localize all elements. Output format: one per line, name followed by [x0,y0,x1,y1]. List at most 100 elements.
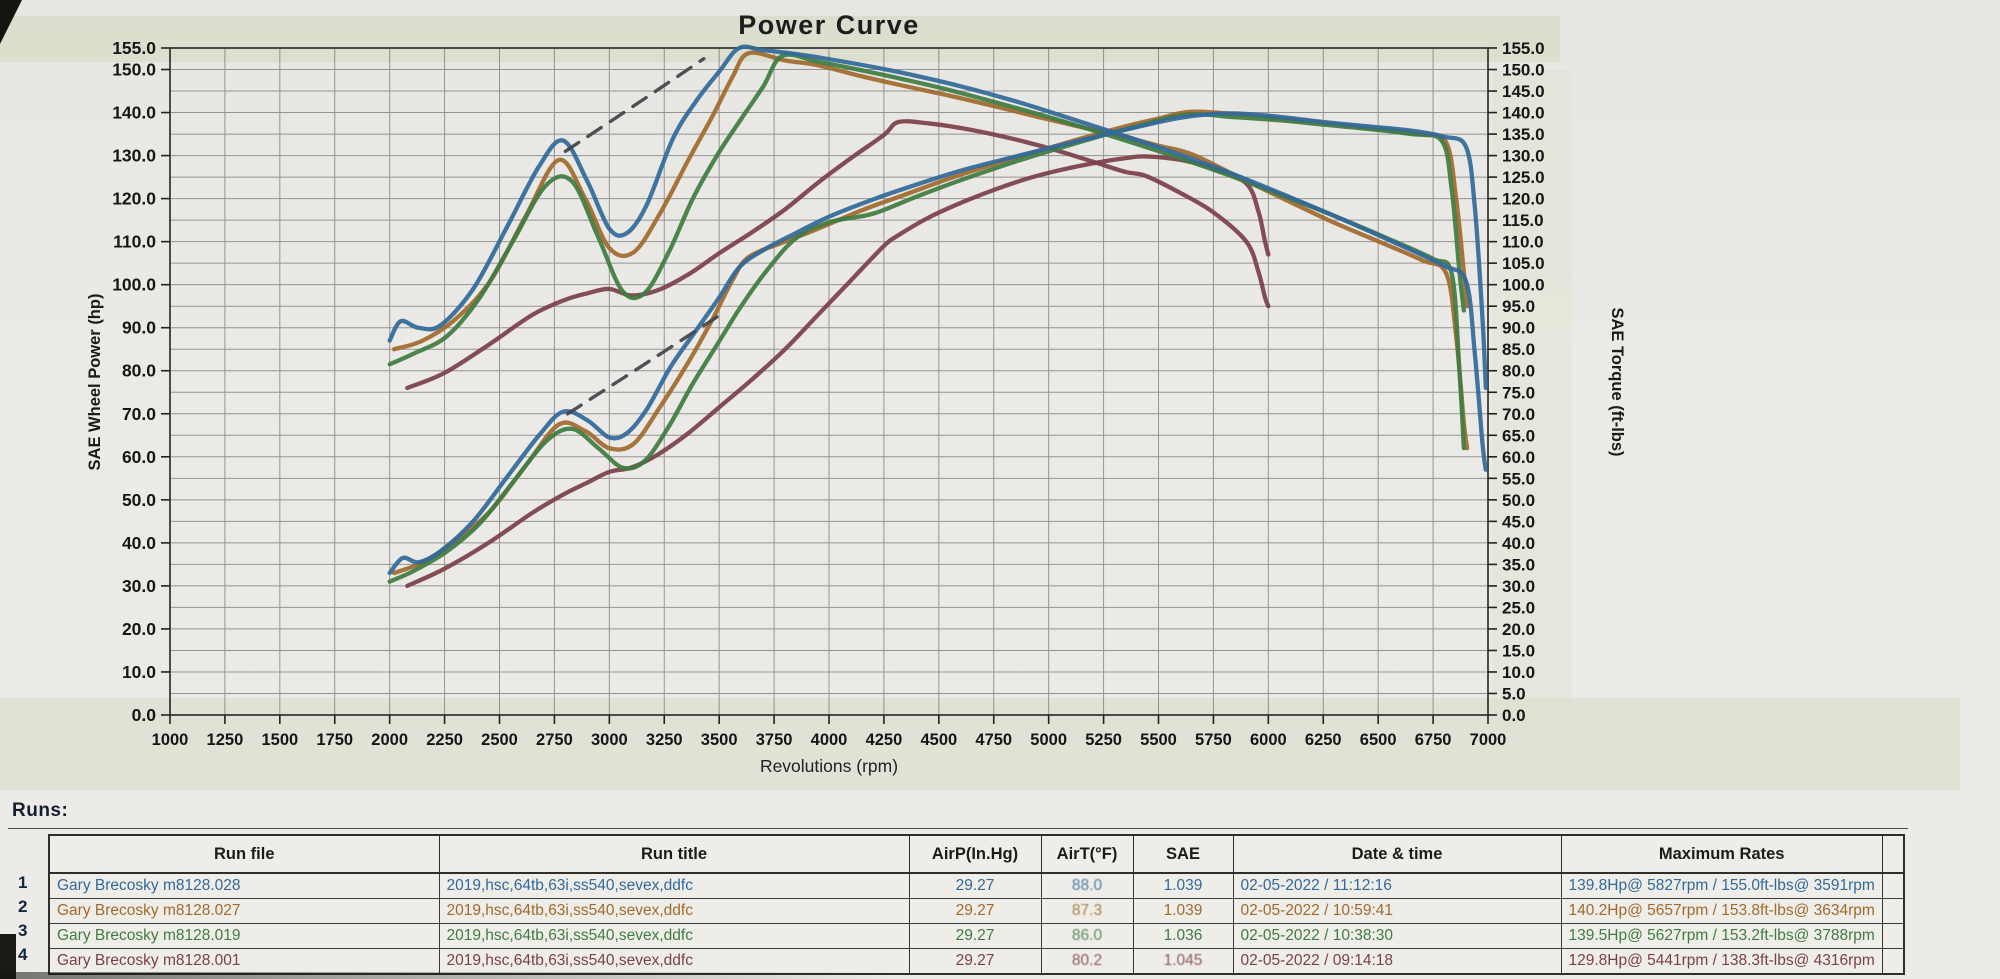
y-right-tick-label: 60.0 [1502,448,1535,467]
cell-sae: 1.039 [1132,872,1234,899]
cell-airt: 87.3 [1040,898,1134,924]
x-tick-label: 1750 [316,731,353,749]
cell-max-rates: 140.2Hp@ 5657rpm / 153.8ft-lbs@ 3634rpm [1560,898,1883,924]
y-right-tick-label: 150.0 [1502,61,1545,80]
y-right-tick-labels: 0.0 5.0 10.0 15.0 20.0 25.0 30.0 35.0 40.0 45.0 50… [1502,39,1545,725]
x-tick-label: 1000 [152,731,189,749]
y-left-tick-label: 140.0 [112,103,156,123]
y-left-tick-label: 130.0 [112,146,156,166]
row-number-2: 2 [18,897,28,916]
y-right-tick-label: 30.0 [1502,577,1535,596]
y-right-tick-label: 40.0 [1502,534,1535,553]
cell-run-file: Gary Brecosky m8128.027 [48,898,440,924]
table-top-rule [8,828,1908,829]
table-header-row: Run file Run title AirP(In.Hg) AirT(°F) SAE D… [48,834,1905,874]
x-tick-labels: 1000 1250 1500 1750 2000 2250 2500 2750 3000 3250… [152,731,1507,749]
y-left-tick-label: 80.0 [122,361,156,381]
y-left-tick-label: 60.0 [122,447,156,467]
y-right-tick-label: 10.0 [1502,663,1535,682]
cell-end-spacer [1881,898,1905,924]
x-tick-label: 3500 [701,731,738,749]
curve-run-1-torque [387,44,1488,472]
x-tick-label: 2250 [426,731,463,749]
cell-sae: 1.039 [1132,898,1234,924]
cell-end-spacer [1881,923,1905,949]
x-tick-label: 5500 [1140,731,1177,749]
x-tick-label: 4500 [920,731,957,749]
column-header-run-title: Run title [438,834,910,874]
y-right-tick-label: 45.0 [1502,512,1535,531]
y-right-tick-label: 110.0 [1502,233,1544,252]
y-right-tick-label: 75.0 [1502,383,1535,402]
row-number-1: 1 [18,873,28,892]
column-header-airt-f-: AirT(°F) [1040,834,1134,874]
cell-airp: 29.27 [908,872,1042,899]
y-right-tick-label: 35.0 [1502,555,1535,574]
column-header-maximum-rates: Maximum Rates [1560,834,1883,874]
cell-airp: 29.27 [908,923,1042,949]
x-tick-label: 1500 [261,731,298,749]
y-right-tick-label: 90.0 [1502,319,1535,338]
column-header-sae: SAE [1132,834,1234,874]
y-right-tick-label: 70.0 [1502,405,1535,424]
y-left-tick-label: 120.0 [112,189,156,209]
y-right-tick-label: 25.0 [1502,598,1535,617]
y-right-tick-label: 5.0 [1502,684,1526,703]
cell-max-rates: 139.5Hp@ 5627rpm / 153.2ft-lbs@ 3788rpm [1560,923,1883,949]
cell-sae: 1.045 [1132,948,1234,975]
y-right-tick-label: 0.0 [1502,706,1526,725]
x-tick-label: 6750 [1415,731,1452,749]
x-tick-label: 5000 [1030,731,1067,749]
cell-datetime: 02-05-2022 / 10:59:41 [1232,898,1562,924]
y-right-tick-label: 50.0 [1502,491,1535,510]
x-tick-label: 5250 [1085,731,1122,749]
y-right-tick-label: 105.0 [1502,254,1545,273]
y-right-axis-title: SAE Torque (ft-lbs) [1608,307,1626,456]
y-left-tick-label: 40.0 [122,533,156,553]
y-right-tick-label: 155.0 [1502,39,1545,58]
cell-datetime: 02-05-2022 / 10:38:30 [1232,923,1562,949]
y-right-tick-label: 20.0 [1502,620,1535,639]
cell-airt: 86.0 [1040,923,1134,949]
y-left-tick-label: 150.0 [112,60,156,80]
cell-end-spacer [1881,872,1905,899]
x-tick-label: 4000 [811,731,848,749]
cell-max-rates: 139.8Hp@ 5827rpm / 155.0ft-lbs@ 3591rpm [1560,872,1883,899]
y-left-tick-label: 0.0 [132,705,157,725]
y-left-tick-label: 10.0 [122,662,156,682]
y-right-tick-label: 115.0 [1502,211,1544,230]
runs-section-label: Runs: [12,800,69,821]
x-tick-label: 6500 [1360,731,1397,749]
x-tick-label: 7000 [1470,731,1507,749]
cell-run-title: 2019,hsc,64tb,63i,ss540,sevex,ddfc [438,923,910,949]
x-tick-label: 6000 [1250,731,1287,749]
cell-sae: 1.036 [1132,923,1234,949]
x-tick-label: 2750 [536,731,573,749]
cell-airp: 29.27 [908,898,1042,924]
y-left-tick-label: 110.0 [113,232,156,252]
cell-run-title: 2019,hsc,64tb,63i,ss540,sevex,ddfc [438,948,910,975]
y-left-tick-labels: 0.0 10.0 20.0 30.0 40.0 50.0 60.0 70.0 80.0 90.0 1… [112,38,156,725]
dash-annotation-torque [563,57,706,153]
cell-run-title: 2019,hsc,64tb,63i,ss540,sevex,ddfc [438,872,910,899]
y-left-axis-title: SAE Wheel Power (hp) [86,294,104,471]
y-right-tick-label: 95.0 [1502,297,1535,316]
y-left-tick-label: 50.0 [122,490,156,510]
x-tick-label: 3750 [756,731,793,749]
x-tick-label: 6250 [1305,731,1342,749]
y-right-tick-label: 125.0 [1502,168,1545,187]
column-header-run-file: Run file [48,834,440,874]
row-number-3: 3 [18,921,28,940]
photo-bottom-shadow [0,972,900,979]
chart-title: Power Curve [738,10,920,40]
curve-run-3-power [387,112,1466,584]
y-right-tick-label: 85.0 [1502,340,1535,359]
curve-run-4-torque [405,119,1271,391]
x-tick-label: 4750 [975,731,1012,749]
runs-table: Run file Run title AirP(In.Hg) AirT(°F) SAE D… [48,834,1906,975]
curve-run-1-power [387,111,1488,576]
dash-annotation-power [565,310,726,416]
curve-run-2-torque [391,50,1470,451]
y-left-tick-label: 90.0 [122,318,156,338]
table-row-run-2: Gary Brecosky m8128.027 2019,hsc,64tb,63i… [48,898,1905,924]
